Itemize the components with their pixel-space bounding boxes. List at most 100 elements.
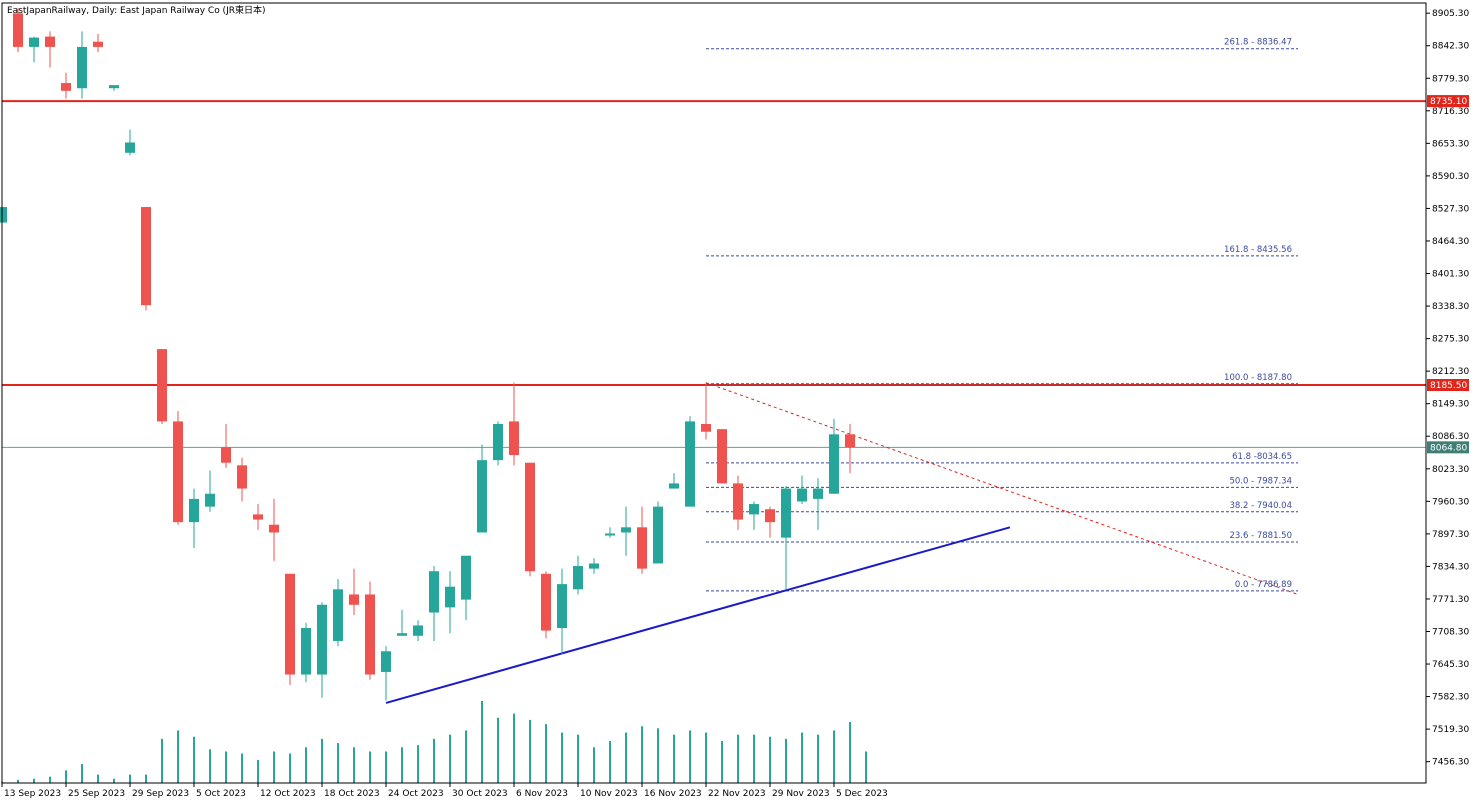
candle-body[interactable]	[541, 573, 551, 631]
x-tick-label: 30 Oct 2023	[452, 789, 508, 799]
candle-body[interactable]	[717, 429, 727, 484]
candle-body[interactable]	[429, 571, 439, 613]
candle-body[interactable]	[477, 460, 487, 533]
x-tick-label: 10 Nov 2023	[580, 789, 638, 799]
candle-body[interactable]	[413, 625, 423, 636]
candle-body[interactable]	[765, 509, 775, 523]
candle-body[interactable]	[637, 527, 647, 569]
x-tick-label: 29 Nov 2023	[772, 789, 830, 799]
y-tick-label: 7645.30	[1432, 660, 1469, 670]
y-tick-label: 8716.30	[1432, 107, 1469, 117]
x-tick-label: 29 Sep 2023	[132, 789, 189, 799]
x-tick-label: 25 Sep 2023	[68, 789, 125, 799]
fibonacci-level-label: 50.0 - 7987.34	[1229, 476, 1292, 486]
candle-body[interactable]	[845, 434, 855, 448]
fibonacci-level-label: 61.8 -8034.65	[1232, 452, 1292, 462]
candle-body[interactable]	[669, 483, 679, 489]
candle-body[interactable]	[45, 36, 55, 47]
candle-body[interactable]	[205, 493, 215, 507]
candle-body[interactable]	[781, 488, 791, 538]
fibonacci-level-label: 261.8 - 8836.47	[1224, 38, 1292, 48]
candle-body[interactable]	[365, 594, 375, 675]
candle-body[interactable]	[557, 584, 567, 629]
candle-body[interactable]	[813, 488, 823, 499]
candle-body[interactable]	[125, 142, 135, 153]
fibonacci-level-label: 23.6 - 7881.50	[1229, 531, 1292, 541]
y-tick-label: 8905.30	[1432, 9, 1469, 19]
y-tick-label: 7771.30	[1432, 595, 1469, 605]
y-tick-label: 7960.30	[1432, 497, 1469, 507]
candle-body[interactable]	[317, 604, 327, 675]
y-tick-label: 8590.30	[1432, 172, 1469, 182]
y-tick-label: 8212.30	[1432, 367, 1469, 377]
price-tag	[1427, 378, 1469, 391]
candle-body[interactable]	[0, 207, 7, 223]
candle-body[interactable]	[285, 573, 295, 675]
support-trendline[interactable]	[385, 526, 1011, 704]
candle-body[interactable]	[701, 423, 711, 432]
candle-body[interactable]	[29, 37, 39, 47]
candle-body[interactable]	[797, 488, 807, 502]
y-tick-label: 8338.30	[1432, 302, 1469, 312]
y-tick-label: 7519.30	[1432, 725, 1469, 735]
candle-body[interactable]	[61, 83, 71, 91]
candle-body[interactable]	[381, 651, 391, 672]
candle-body[interactable]	[77, 46, 87, 89]
candle-body[interactable]	[685, 421, 695, 507]
candle-body[interactable]	[221, 447, 231, 463]
candle-body[interactable]	[237, 465, 247, 489]
y-tick-label: 8527.30	[1432, 204, 1469, 214]
x-tick-label: 22 Nov 2023	[708, 789, 766, 799]
y-tick-label: 8275.30	[1432, 335, 1469, 345]
x-tick-label: 12 Oct 2023	[260, 789, 316, 799]
candle-body[interactable]	[397, 633, 407, 636]
x-tick-label: 16 Nov 2023	[644, 789, 702, 799]
candle-body[interactable]	[733, 483, 743, 520]
y-tick-label: 7456.30	[1432, 758, 1469, 768]
price-tag-label: 8735.10	[1430, 97, 1467, 107]
y-tick-label: 7708.30	[1432, 627, 1469, 637]
dotted-trendline[interactable]	[705, 382, 1299, 595]
candle-body[interactable]	[829, 434, 839, 494]
x-tick-label: 18 Oct 2023	[324, 789, 380, 799]
candle-body[interactable]	[173, 421, 183, 523]
candle-body[interactable]	[445, 586, 455, 608]
candle-body[interactable]	[301, 628, 311, 675]
candle-body[interactable]	[525, 462, 535, 572]
candle-body[interactable]	[493, 423, 503, 461]
candle-body[interactable]	[253, 514, 263, 520]
candle-body[interactable]	[189, 498, 199, 523]
candle-body[interactable]	[141, 207, 151, 306]
candle-body[interactable]	[589, 563, 599, 569]
y-tick-label: 7897.30	[1432, 530, 1469, 540]
candle-body[interactable]	[461, 555, 471, 600]
candle-body[interactable]	[109, 85, 119, 89]
price-tag	[1427, 95, 1469, 108]
y-tick-label: 8779.30	[1432, 74, 1469, 84]
candle-body[interactable]	[13, 13, 23, 47]
y-tick-label: 8653.30	[1432, 139, 1469, 149]
candle-body[interactable]	[349, 594, 359, 605]
x-tick-label: 13 Sep 2023	[4, 789, 61, 799]
candle-body[interactable]	[573, 566, 583, 590]
candle-body[interactable]	[621, 527, 631, 533]
candle-body[interactable]	[749, 504, 759, 515]
y-tick-label: 8842.30	[1432, 42, 1469, 52]
candle-body[interactable]	[333, 589, 343, 641]
y-tick-label: 8023.30	[1432, 465, 1469, 475]
current-price-label: 8064.80	[1430, 443, 1467, 453]
y-tick-label: 8401.30	[1432, 270, 1469, 280]
fibonacci-level-label: 100.0 - 8187.80	[1224, 373, 1292, 383]
candle-body[interactable]	[269, 524, 279, 533]
candle-body[interactable]	[605, 533, 615, 536]
y-tick-label: 7834.30	[1432, 562, 1469, 572]
candle-body[interactable]	[509, 421, 519, 455]
candle-body[interactable]	[157, 349, 167, 422]
candle-body[interactable]	[93, 41, 103, 47]
chart-title: EastJapanRailway, Daily: East Japan Rail…	[7, 4, 266, 16]
fibonacci-level-label: 38.2 - 7940.04	[1229, 501, 1292, 511]
candle-body[interactable]	[653, 506, 663, 564]
